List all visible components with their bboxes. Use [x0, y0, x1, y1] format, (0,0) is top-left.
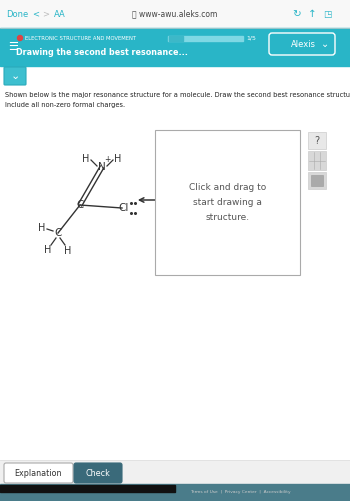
Bar	[169, 36, 183, 41]
Bar	[0, 0, 350, 28]
Text: ☰: ☰	[8, 42, 18, 52]
Text: H: H	[44, 245, 52, 255]
Text: ⌄: ⌄	[321, 39, 329, 49]
Text: Include all non-zero formal charges.: Include all non-zero formal charges.	[5, 102, 125, 108]
Bar	[0, 460, 350, 488]
Text: +: +	[104, 155, 110, 164]
Text: H: H	[64, 246, 72, 256]
Text: Shown below is the major resonance structure for a molecule. Draw the second bes: Shown below is the major resonance struc…	[5, 92, 350, 98]
Text: H: H	[114, 154, 122, 164]
Text: ELECTRONIC STRUCTURE AND MOVEMENT: ELECTRONIC STRUCTURE AND MOVEMENT	[25, 36, 136, 41]
Text: ◳: ◳	[323, 10, 331, 19]
Text: H: H	[82, 154, 90, 164]
Text: N: N	[98, 162, 106, 172]
Text: Click and drag to
start drawing a
structure.: Click and drag to start drawing a struct…	[189, 183, 266, 221]
Text: Cl: Cl	[119, 203, 129, 213]
FancyBboxPatch shape	[269, 33, 335, 55]
FancyBboxPatch shape	[4, 463, 73, 483]
Bar	[308, 151, 326, 170]
Text: AA: AA	[54, 10, 66, 19]
Bar	[0, 484, 350, 501]
Text: ⌄: ⌄	[10, 71, 20, 81]
Text: <: <	[32, 10, 39, 19]
Bar	[0, 485, 175, 492]
FancyBboxPatch shape	[74, 463, 122, 483]
Text: 1/5: 1/5	[246, 36, 256, 41]
Bar	[0, 280, 350, 480]
Text: Drawing the second best resonance...: Drawing the second best resonance...	[16, 48, 188, 57]
Bar	[311, 175, 323, 186]
Text: ↑: ↑	[308, 9, 317, 19]
Text: Check: Check	[85, 468, 111, 477]
Text: Explanation: Explanation	[14, 468, 62, 477]
Text: >: >	[42, 10, 49, 19]
Text: Done: Done	[6, 10, 28, 19]
Text: H: H	[38, 223, 46, 233]
Text: ↻: ↻	[292, 9, 301, 19]
Text: ?: ?	[314, 135, 320, 145]
FancyBboxPatch shape	[4, 67, 26, 85]
Circle shape	[18, 36, 22, 41]
Bar	[0, 28, 350, 66]
Text: C: C	[54, 228, 62, 238]
Text: C: C	[76, 200, 84, 210]
Bar	[308, 132, 326, 149]
Bar	[308, 172, 326, 189]
Bar	[155, 130, 300, 275]
Text: Alexis: Alexis	[291, 40, 316, 49]
Text: 🔒 www-awu.aleks.com: 🔒 www-awu.aleks.com	[132, 10, 218, 19]
Text: Terms of Use  |  Privacy Center  |  Accessibility: Terms of Use | Privacy Center | Accessib…	[190, 490, 290, 494]
Bar	[168, 36, 243, 41]
